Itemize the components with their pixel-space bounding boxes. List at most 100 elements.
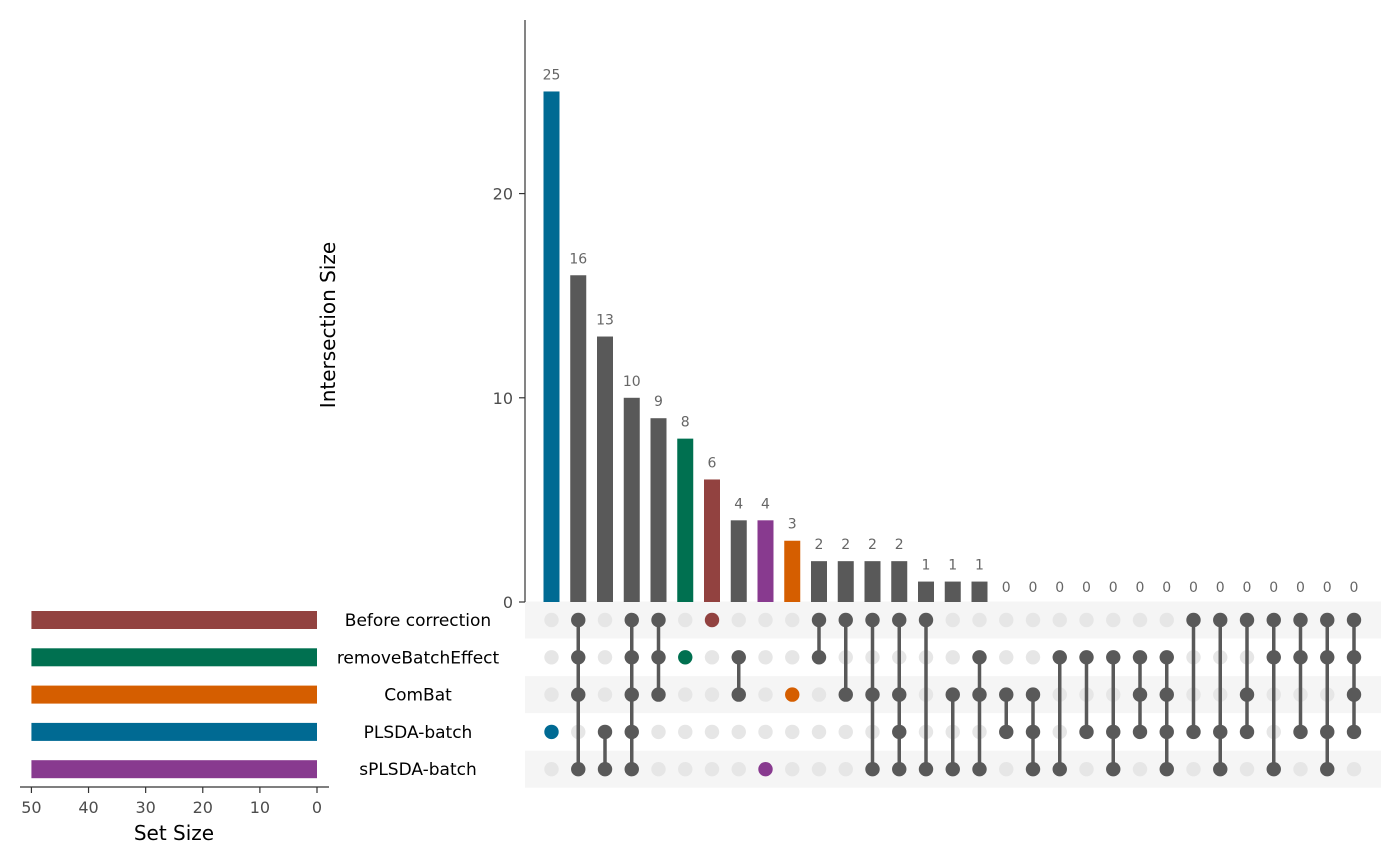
matrix-dot-inactive bbox=[1159, 612, 1174, 628]
intersection-axis-title: Intersection Size bbox=[316, 242, 340, 408]
matrix-dot-active bbox=[544, 724, 559, 740]
matrix-dot-active bbox=[1132, 724, 1148, 740]
intersection-size-label: 1 bbox=[922, 558, 931, 574]
matrix-dot-active bbox=[1213, 612, 1228, 628]
matrix-dot-active bbox=[838, 687, 853, 702]
matrix-dot-active bbox=[1346, 687, 1362, 702]
matrix-dot-active bbox=[1159, 762, 1174, 777]
matrix-dot-inactive bbox=[544, 650, 559, 665]
matrix-dot-active bbox=[1186, 612, 1201, 628]
matrix-dot-inactive bbox=[597, 687, 613, 702]
intersection-bar bbox=[891, 561, 908, 602]
intersection-bar bbox=[864, 561, 881, 602]
intersection-bar bbox=[543, 91, 560, 602]
matrix-dot-active bbox=[865, 687, 880, 702]
matrix-dot-active bbox=[1320, 762, 1335, 777]
matrix-dot-inactive bbox=[678, 687, 693, 702]
matrix-dot-inactive bbox=[651, 724, 666, 740]
intersection-size-label: 0 bbox=[1296, 580, 1305, 596]
matrix-dot-active bbox=[945, 762, 960, 777]
matrix-dot-active bbox=[571, 687, 586, 702]
matrix-dot-active bbox=[571, 650, 586, 665]
matrix-dot-inactive bbox=[785, 612, 800, 628]
intersection-size-label: 0 bbox=[1269, 580, 1278, 596]
intersection-size-label: 0 bbox=[1162, 580, 1171, 596]
matrix-dot-active bbox=[678, 650, 693, 665]
matrix-dot-active bbox=[972, 650, 987, 665]
matrix-dot-inactive bbox=[1106, 612, 1121, 628]
matrix-dot-inactive bbox=[838, 724, 853, 740]
matrix-dot-active bbox=[1186, 724, 1201, 740]
matrix-dot-active bbox=[1106, 762, 1121, 777]
matrix-dot-active bbox=[704, 612, 720, 628]
matrix-dot-active bbox=[1239, 687, 1255, 702]
matrix-dot-inactive bbox=[731, 612, 746, 628]
set-size-axis-tick-label: 0 bbox=[312, 798, 322, 817]
intersection-bar bbox=[971, 581, 988, 602]
intersection-size-label: 0 bbox=[1082, 580, 1091, 596]
matrix-dot-active bbox=[651, 650, 666, 665]
intersection-size-label: 2 bbox=[815, 537, 824, 553]
intersection-size-label: 4 bbox=[734, 496, 743, 512]
matrix-dot-active bbox=[1132, 687, 1148, 702]
set-name-label: PLSDA-batch bbox=[364, 723, 473, 743]
set-size-axis-title: Set Size bbox=[134, 821, 214, 845]
matrix-dot-active bbox=[918, 612, 934, 628]
matrix-dot-active bbox=[865, 762, 880, 777]
matrix-dot-active bbox=[1025, 762, 1041, 777]
intersection-axis-tick-label: 20 bbox=[493, 185, 513, 204]
set-size-axis-tick-label: 50 bbox=[21, 798, 41, 817]
intersection-bar bbox=[944, 581, 961, 602]
set-size-axis-tick-label: 30 bbox=[135, 798, 155, 817]
matrix-dot-active bbox=[1320, 612, 1335, 628]
intersection-size-label: 0 bbox=[1136, 580, 1145, 596]
intersection-size-label: 0 bbox=[1029, 580, 1038, 596]
matrix-dot-active bbox=[571, 612, 586, 628]
intersection-bar bbox=[570, 275, 587, 602]
intersection-size-label: 13 bbox=[596, 313, 614, 329]
matrix-dot-active bbox=[1346, 612, 1362, 628]
matrix-dot-active bbox=[1052, 650, 1067, 665]
matrix-dot-inactive bbox=[544, 687, 559, 702]
matrix-dot-active bbox=[1025, 724, 1041, 740]
set-size-bar bbox=[31, 722, 318, 741]
matrix-dot-active bbox=[1293, 650, 1308, 665]
matrix-dot-active bbox=[731, 687, 746, 702]
matrix-dot-active bbox=[1239, 724, 1255, 740]
matrix-dot-active bbox=[811, 650, 827, 665]
matrix-dot-inactive bbox=[1239, 762, 1255, 777]
matrix-dot-inactive bbox=[999, 612, 1014, 628]
matrix-dot-active bbox=[918, 762, 934, 777]
intersection-bar bbox=[757, 520, 774, 602]
matrix-dot-inactive bbox=[731, 724, 746, 740]
matrix-dot-inactive bbox=[1079, 612, 1094, 628]
matrix-dot-inactive bbox=[1079, 762, 1094, 777]
matrix-dot-active bbox=[1293, 724, 1308, 740]
set-size-axis-tick-label: 40 bbox=[78, 798, 98, 817]
matrix-dot-inactive bbox=[704, 687, 720, 702]
matrix-dot-inactive bbox=[1346, 762, 1362, 777]
matrix-dot-active bbox=[892, 724, 907, 740]
matrix-dot-active bbox=[1025, 687, 1041, 702]
matrix-dot-inactive bbox=[785, 762, 800, 777]
matrix-dot-inactive bbox=[785, 650, 800, 665]
matrix-dot-active bbox=[945, 687, 960, 702]
intersection-size-label: 0 bbox=[1350, 580, 1359, 596]
intersection-bar bbox=[597, 336, 613, 602]
intersection-size-label: 2 bbox=[868, 537, 877, 553]
matrix-dot-inactive bbox=[811, 762, 827, 777]
intersection-bar bbox=[623, 397, 640, 602]
matrix-dot-active bbox=[624, 650, 639, 665]
matrix-dot-active bbox=[1052, 762, 1067, 777]
matrix-dot-active bbox=[1266, 762, 1281, 777]
matrix-dot-active bbox=[1132, 650, 1148, 665]
matrix-dot-active bbox=[972, 762, 987, 777]
matrix-dot-inactive bbox=[785, 724, 800, 740]
matrix-dot-active bbox=[811, 612, 827, 628]
set-name-label: Before correction bbox=[345, 611, 491, 631]
intersection-bar bbox=[918, 581, 934, 602]
intersection-bar bbox=[837, 561, 854, 602]
matrix-dot-inactive bbox=[544, 612, 559, 628]
matrix-dot-active bbox=[1213, 724, 1228, 740]
